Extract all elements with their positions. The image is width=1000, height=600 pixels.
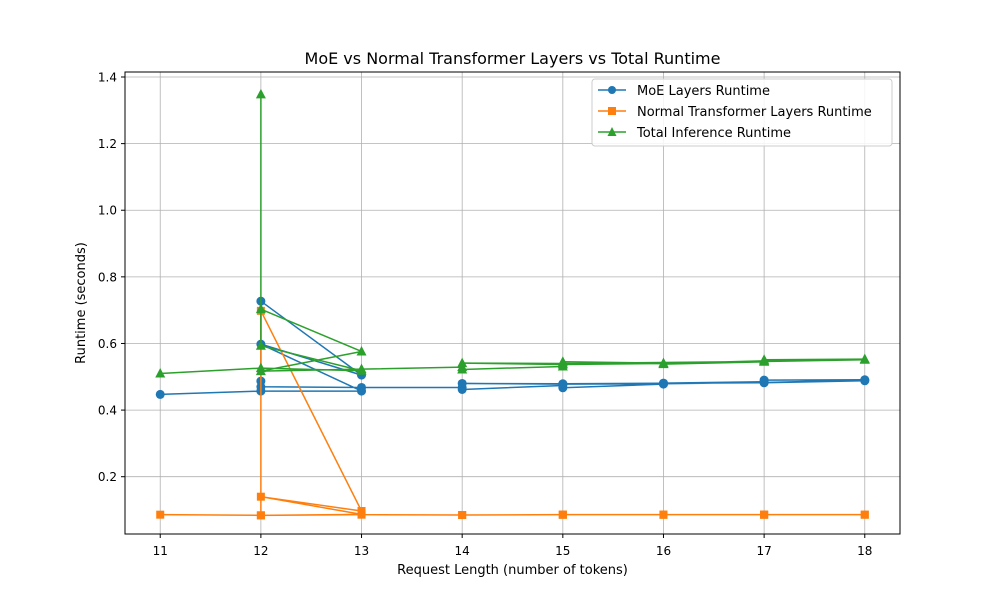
data-point xyxy=(658,357,669,368)
data-point xyxy=(457,378,467,388)
x-tick-label: 12 xyxy=(253,544,268,558)
series-0 xyxy=(155,296,870,399)
data-point xyxy=(859,353,870,364)
data-point xyxy=(256,511,265,520)
data-point xyxy=(558,510,567,519)
x-tick-label: 16 xyxy=(656,544,671,558)
legend-label-normal: Normal Transformer Layers Runtime xyxy=(637,105,872,120)
series-layer xyxy=(155,88,870,520)
legend-entry: MoE Layers Runtime xyxy=(598,84,770,99)
chart-title: MoE vs Normal Transformer Layers vs Tota… xyxy=(305,49,721,68)
data-point xyxy=(356,363,367,374)
x-tick-label: 11 xyxy=(153,544,168,558)
data-point xyxy=(457,363,468,374)
y-tick-label: 0.8 xyxy=(98,270,117,284)
data-point xyxy=(155,367,166,378)
plot-area xyxy=(125,72,900,534)
data-point xyxy=(458,511,467,520)
data-point xyxy=(357,382,367,392)
x-tick-label: 13 xyxy=(354,544,369,558)
data-point xyxy=(255,365,266,376)
data-point xyxy=(759,377,769,387)
legend-label-total: Total Inference Runtime xyxy=(636,126,791,141)
data-point xyxy=(658,379,668,389)
y-tick-label: 1.0 xyxy=(98,204,117,218)
axis-ticks: 11 12 13 14 15 16 17 18 0.2 0.4 0.6 0.8 1.0 1.2 1.4 xyxy=(98,70,873,558)
x-tick-label: 15 xyxy=(555,544,570,558)
data-point xyxy=(357,510,366,519)
x-tick-label: 14 xyxy=(455,544,470,558)
data-point xyxy=(356,345,367,356)
legend-label-moe: MoE Layers Runtime xyxy=(637,84,770,99)
data-point xyxy=(155,389,165,399)
y-tick-label: 0.6 xyxy=(98,337,117,351)
square-marker-icon xyxy=(608,107,616,115)
data-point xyxy=(860,510,869,519)
grid xyxy=(125,72,900,534)
y-axis-label: Runtime (seconds) xyxy=(74,242,89,364)
data-point xyxy=(457,357,468,368)
data-point xyxy=(255,340,266,350)
y-tick-label: 0.2 xyxy=(98,470,117,484)
legend-box xyxy=(591,78,893,147)
data-point xyxy=(557,358,568,369)
series-2 xyxy=(155,88,870,378)
data-point xyxy=(558,379,568,389)
x-tick-label: 18 xyxy=(857,544,872,558)
series-line xyxy=(160,300,866,396)
data-point xyxy=(256,492,265,501)
y-tick-label: 1.2 xyxy=(98,137,117,151)
data-point xyxy=(759,355,770,365)
data-point xyxy=(255,88,266,99)
x-tick-label: 17 xyxy=(756,544,771,558)
plot-frame xyxy=(124,71,901,535)
data-point xyxy=(860,375,870,385)
legend-entry: Total Inference Runtime xyxy=(598,126,791,141)
legend: MoE Layers Runtime Normal Transformer La… xyxy=(591,78,893,147)
triangle-marker-icon xyxy=(607,127,617,136)
y-tick-label: 1.4 xyxy=(98,70,117,84)
circle-marker-icon xyxy=(608,86,616,94)
data-point xyxy=(659,510,668,519)
x-axis-label: Request Length (number of tokens) xyxy=(397,563,628,578)
y-tick-label: 0.4 xyxy=(98,404,117,418)
data-point xyxy=(760,510,769,519)
data-point xyxy=(255,303,266,314)
legend-entry: Normal Transformer Layers Runtime xyxy=(598,105,872,120)
series-line xyxy=(160,93,866,375)
data-point xyxy=(156,510,165,519)
